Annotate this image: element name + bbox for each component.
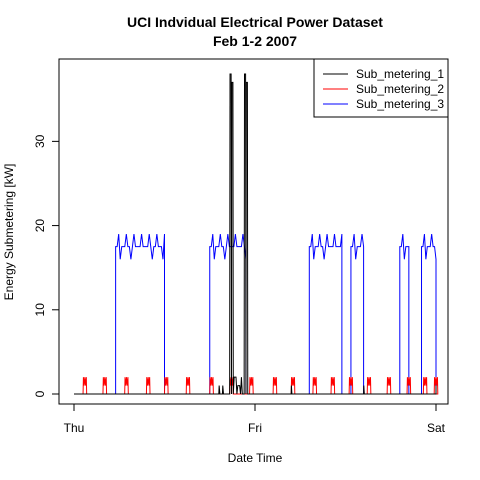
legend-label-sub-metering-3: Sub_metering_3 — [356, 97, 444, 111]
chart-title: UCI Indvidual Electrical Power Dataset — [127, 14, 383, 30]
series-line-sub-metering-2 — [74, 377, 439, 395]
x-tick-label-sat: Sat — [427, 421, 446, 435]
legend-label-sub-metering-2: Sub_metering_2 — [356, 82, 444, 96]
legend-box — [313, 58, 449, 118]
x-axis-label: Date Time — [228, 451, 283, 465]
series-line-sub-metering-1 — [74, 73, 437, 395]
chart-subtitle: Feb 1-2 2007 — [213, 33, 297, 49]
y-tick-label-10: 10 — [33, 303, 47, 317]
series-layer — [74, 73, 439, 395]
x-axis: Thu Fri Sat — [64, 403, 446, 435]
y-tick-label-20: 20 — [33, 219, 47, 233]
x-tick-label-thu: Thu — [64, 421, 85, 435]
y-axis: 0 10 20 30 — [33, 134, 60, 397]
y-tick-label-0: 0 — [33, 390, 47, 397]
y-axis-label: Energy Submetering [kW] — [2, 164, 16, 301]
legend-label-sub-metering-1: Sub_metering_1 — [356, 67, 444, 81]
x-tick-label-fri: Fri — [248, 421, 262, 435]
y-tick-label-30: 30 — [33, 134, 47, 148]
series-line-sub-metering-3 — [74, 233, 437, 395]
legend: Sub_metering_1 Sub_metering_2 Sub_meteri… — [313, 58, 449, 118]
